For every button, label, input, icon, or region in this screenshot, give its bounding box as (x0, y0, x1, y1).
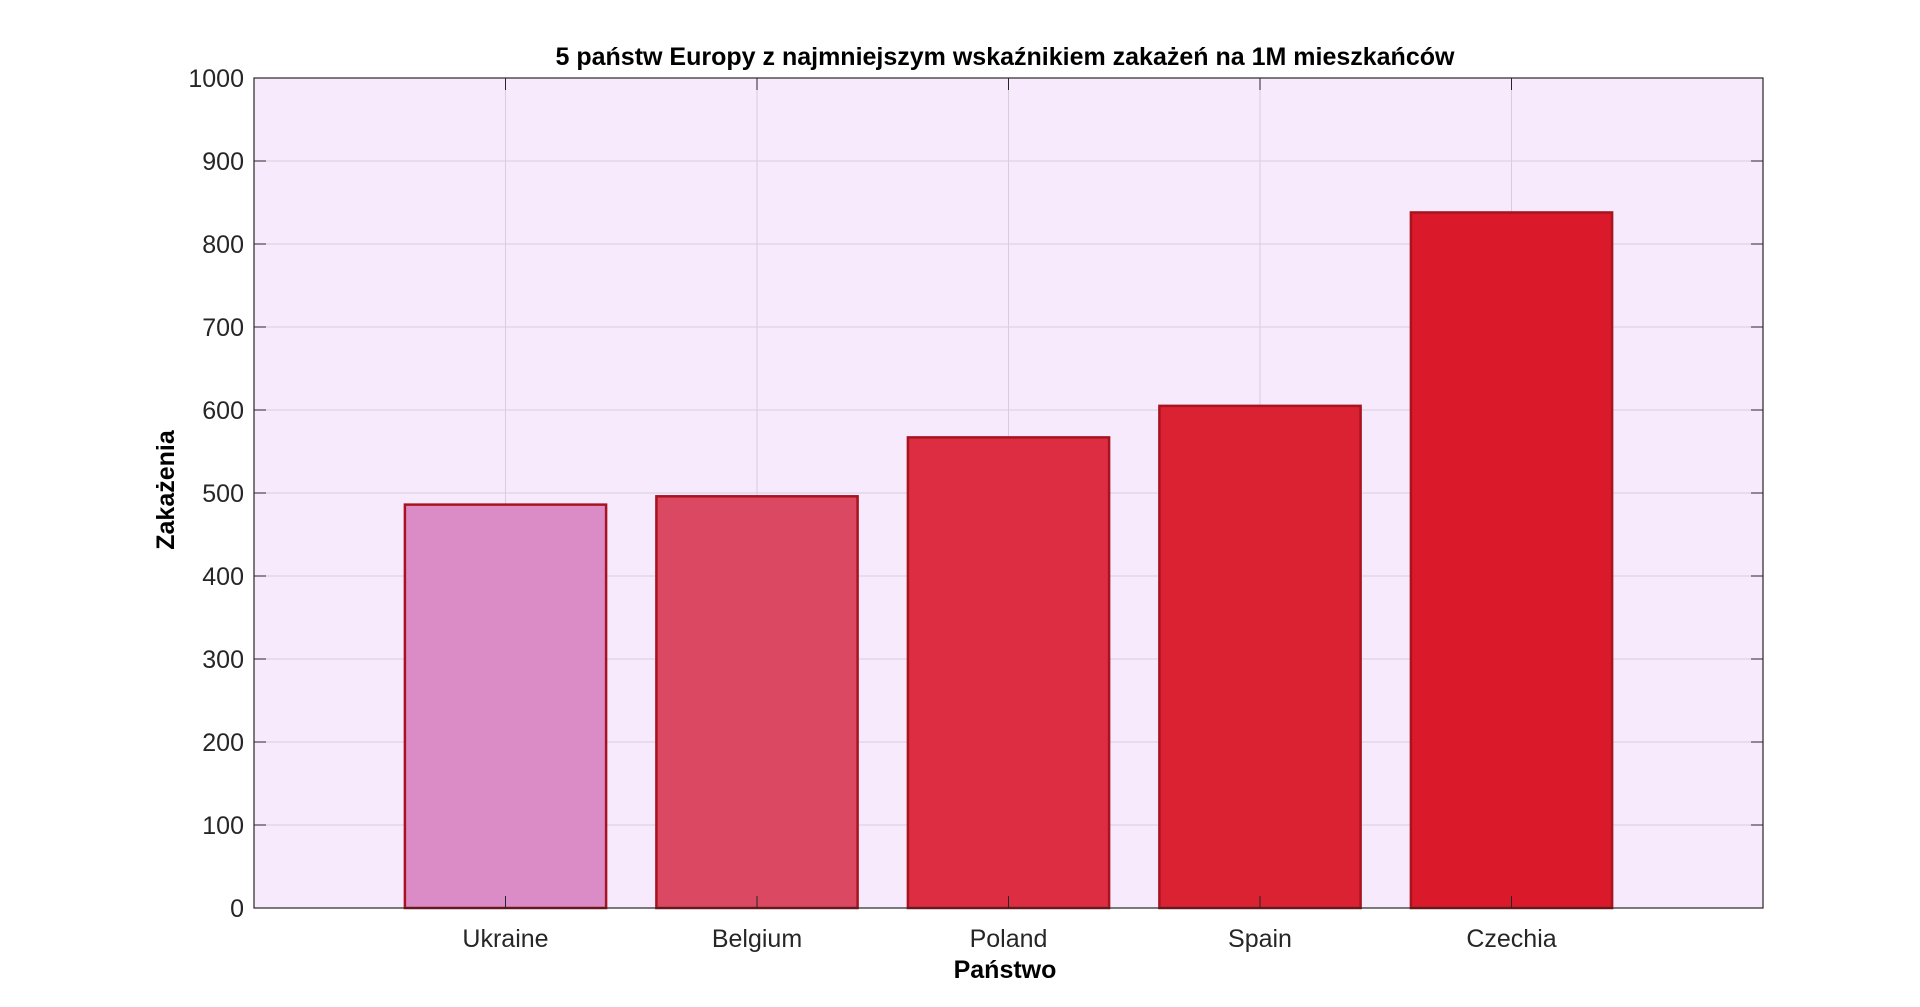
y-tick-label: 300 (202, 646, 244, 674)
x-tick-label: Czechia (1466, 925, 1556, 953)
bar-belgium (655, 495, 859, 910)
y-tick-label: 100 (202, 812, 244, 840)
x-axis-title: Państwo (954, 956, 1057, 984)
y-tick-label: 400 (202, 563, 244, 591)
y-tick-label: 1000 (188, 65, 244, 93)
axes (253, 77, 1764, 909)
axes-box (253, 77, 1764, 909)
x-tick-label: Ukraine (462, 925, 548, 953)
bar-spain (1158, 404, 1362, 910)
bar-czechia (1409, 211, 1614, 910)
chart-title: 5 państw Europy z najmniejszym wskaźniki… (556, 43, 1455, 71)
x-tick-label: Belgium (712, 925, 802, 953)
bars (403, 211, 1614, 910)
y-tick-label: 700 (202, 314, 244, 342)
x-tick-label: Spain (1228, 925, 1292, 953)
tick-labels: 0 100 200 300 400 500 600 700 800 900 1000 Ukraine B… (188, 65, 1556, 953)
bar-ukraine (403, 503, 608, 910)
y-tick-label: 500 (202, 480, 244, 508)
y-tick-label: 600 (202, 397, 244, 425)
y-tick-label: 900 (202, 148, 244, 176)
y-tick-label: 0 (230, 895, 244, 923)
x-tick-label: Poland (970, 925, 1048, 953)
y-axis-title: Zakażenia (152, 429, 180, 550)
bar-poland (906, 436, 1111, 910)
y-tick-label: 800 (202, 231, 244, 259)
y-tick-label: 200 (202, 729, 244, 757)
